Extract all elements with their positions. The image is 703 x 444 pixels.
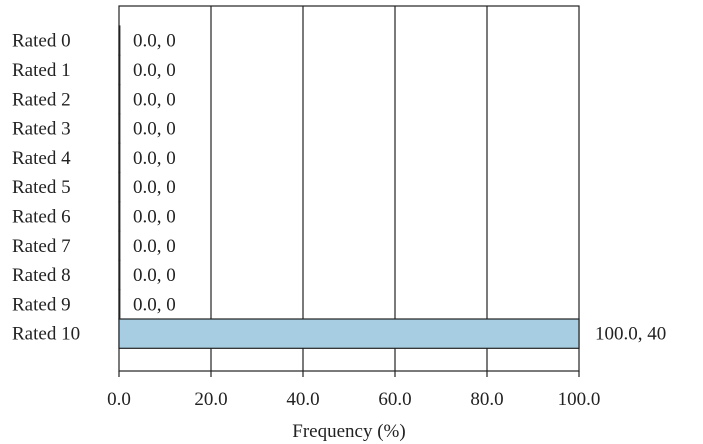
bar	[118, 25, 121, 56]
x-tick-label: 0.0	[107, 389, 131, 410]
x-tick-label: 60.0	[378, 389, 411, 410]
category-label: Rated 2	[12, 89, 71, 110]
category-label: Rated 7	[12, 236, 71, 257]
category-label: Rated 3	[12, 119, 71, 140]
data-label: 0.0, 0	[133, 206, 176, 227]
data-label: 0.0, 0	[133, 236, 176, 257]
bar	[118, 54, 121, 86]
bar	[118, 230, 121, 262]
data-label: 0.0, 0	[133, 31, 176, 52]
bar	[118, 259, 121, 291]
bar	[118, 318, 580, 349]
data-label: 0.0, 0	[133, 294, 176, 315]
data-label: 0.0, 0	[133, 148, 176, 169]
data-label: 0.0, 0	[133, 89, 176, 110]
bar	[118, 171, 121, 203]
bar	[118, 113, 121, 144]
bar	[118, 289, 121, 320]
category-label: Rated 9	[12, 294, 71, 315]
data-label: 0.0, 0	[133, 60, 176, 81]
data-label: 0.0, 0	[133, 265, 176, 286]
category-label: Rated 5	[12, 177, 71, 198]
category-label: Rated 1	[12, 60, 71, 81]
category-label: Rated 6	[12, 206, 71, 227]
bar	[118, 201, 121, 232]
x-tick-label: 100.0	[558, 389, 601, 410]
data-labels: 0.0, 0 0.0, 0 0.0, 0 0.0, 0 0.0, 0 0.0, 0 0.0,…	[133, 31, 666, 345]
bar	[118, 142, 121, 174]
data-label: 0.0, 0	[133, 119, 176, 140]
x-axis-ticks: 0.0 20.0 40.0 60.0 80.0 100.0	[107, 371, 600, 410]
category-label: Rated 4	[12, 148, 71, 169]
category-label: Rated 10	[12, 324, 80, 345]
bar	[118, 83, 121, 115]
bars	[118, 25, 580, 349]
x-tick-label: 80.0	[470, 389, 503, 410]
category-labels: Rated 0 Rated 1 Rated 2 Rated 3 Rated 4 Rated…	[12, 31, 80, 345]
x-tick-label: 20.0	[194, 389, 227, 410]
x-tick-label: 40.0	[286, 389, 319, 410]
data-label: 0.0, 0	[133, 177, 176, 198]
x-axis-title: Frequency (%)	[292, 421, 405, 442]
category-label: Rated 0	[12, 31, 71, 52]
gridlines	[210, 6, 488, 371]
data-label: 100.0, 40	[595, 324, 666, 345]
category-label: Rated 8	[12, 265, 71, 286]
plot-frame	[118, 5, 580, 372]
